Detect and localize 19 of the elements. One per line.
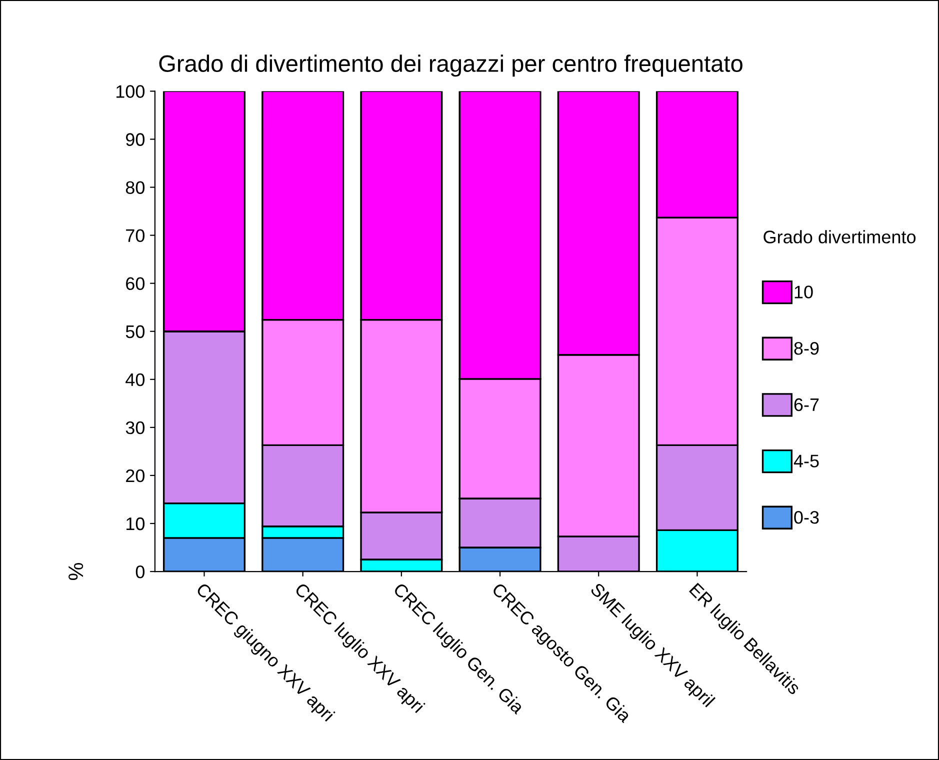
y-tick-label: 0 xyxy=(136,565,145,578)
y-tick-label: 90 xyxy=(126,133,145,146)
y-tick-label: 30 xyxy=(126,421,145,434)
y-tick-label: 60 xyxy=(126,277,145,290)
chart-title: Grado di divertimento dei ragazzi per centro frequentato xyxy=(159,54,742,77)
legend-label: 6-7 xyxy=(794,398,819,412)
y-tick-label: 80 xyxy=(126,181,145,194)
legend-label: 0-3 xyxy=(794,510,819,524)
y-tick-label: 40 xyxy=(126,373,145,386)
legend-label: 4-5 xyxy=(794,454,819,468)
legend-label: 10 xyxy=(794,286,813,298)
y-tick-label: 10 xyxy=(126,517,145,530)
y-tick-label: 100 xyxy=(116,85,145,98)
y-tick-label: 20 xyxy=(126,469,145,482)
legend-label: 8-9 xyxy=(794,342,819,355)
y-axis-title: % xyxy=(68,563,84,580)
y-tick-label: 70 xyxy=(126,229,145,242)
y-tick-label: 50 xyxy=(126,325,145,338)
legend-title: Grado divertimento xyxy=(764,230,916,244)
